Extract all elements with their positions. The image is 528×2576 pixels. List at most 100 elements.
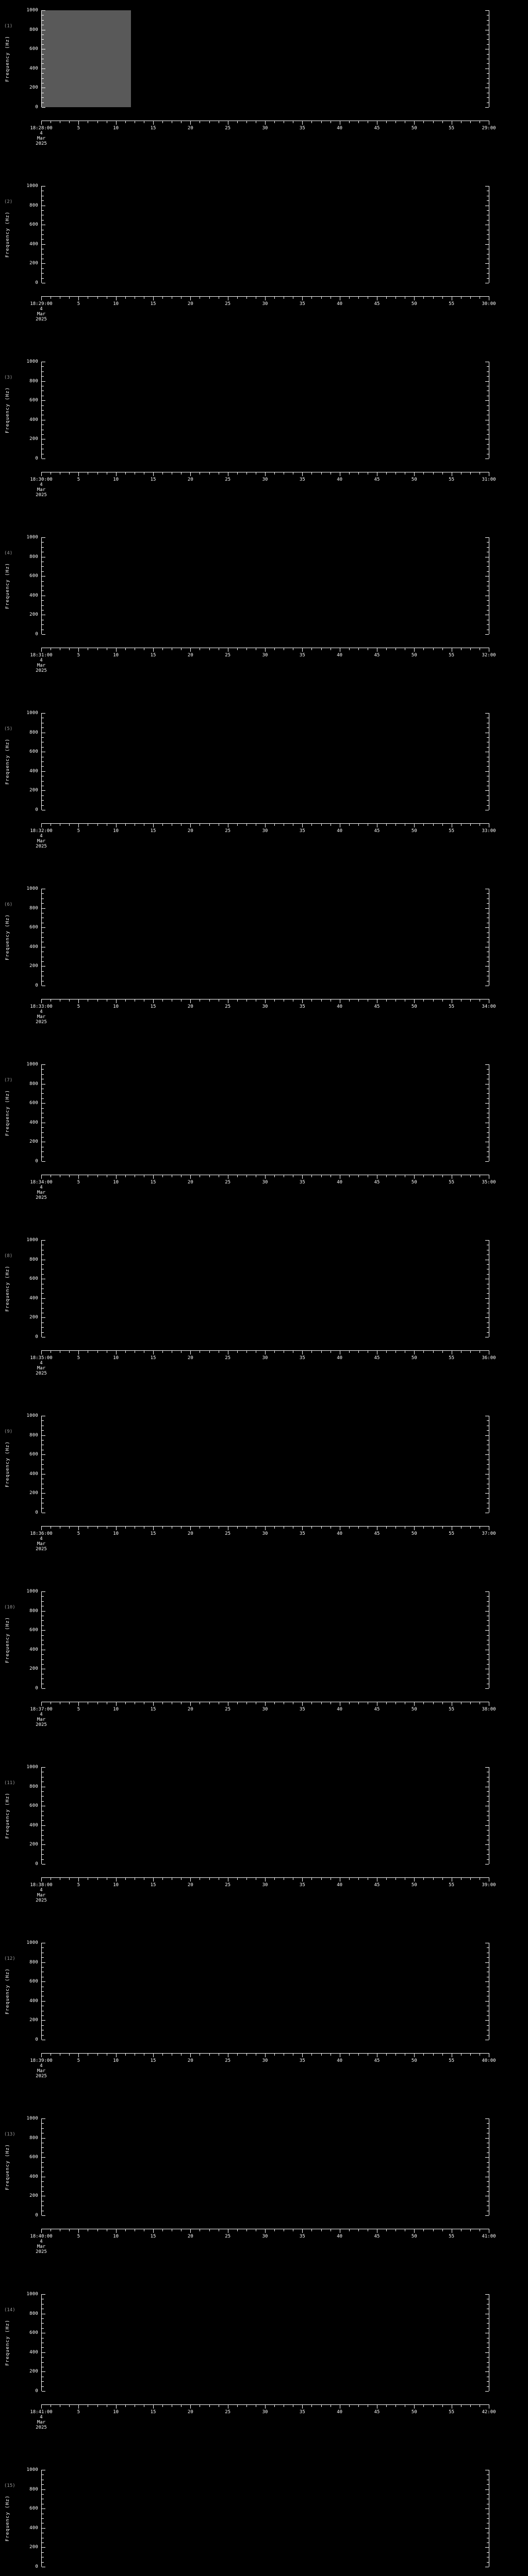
x-tick <box>274 1175 275 1177</box>
x-tick <box>69 648 70 650</box>
start-time-text: 18:29:00 <box>30 301 53 307</box>
panel-index-label: (13) <box>4 2132 15 2137</box>
x-tick <box>116 2405 117 2409</box>
plot-canvas <box>41 186 489 283</box>
x-tick <box>162 121 163 123</box>
x-tick <box>358 1878 359 1880</box>
x-tick <box>246 121 247 123</box>
y-tick-right <box>487 727 489 728</box>
x-tick-label: 50 <box>411 1883 417 1888</box>
y-tick-left <box>42 1830 44 1831</box>
y-tick-label: 200 <box>29 2369 38 2375</box>
x-tick <box>321 2229 322 2231</box>
y-tick-right <box>487 581 489 582</box>
x-tick <box>153 472 154 476</box>
y-tick-right <box>487 239 489 240</box>
y-tick-right <box>487 805 489 806</box>
x-axis-start-timestamp: 18:30:00 4 Mar 2025 <box>13 477 70 498</box>
x-tick <box>311 1351 312 1353</box>
y-tick-left <box>42 937 44 938</box>
x-tick-label: 40 <box>337 2410 343 2415</box>
y-tick-right <box>487 2362 489 2363</box>
x-tick <box>41 999 42 1003</box>
y-tick-label: 1000 <box>26 359 38 364</box>
x-tick <box>265 472 266 476</box>
x-tick <box>274 2054 275 2056</box>
x-tick <box>209 297 210 299</box>
y-tick-right <box>487 97 489 98</box>
x-tick <box>237 824 238 826</box>
y-tick-right <box>487 2181 489 2182</box>
x-axis-start-timestamp: 18:40:00 4 Mar 2025 <box>13 2234 70 2255</box>
y-tick-left <box>42 371 44 372</box>
x-tick <box>433 824 434 826</box>
x-tick <box>395 2054 396 2056</box>
y-tick-left <box>42 1127 44 1128</box>
x-tick <box>153 1878 154 1882</box>
date-day-text: 4 <box>40 307 43 312</box>
y-tick-label: 400 <box>29 2349 38 2355</box>
x-tick-label: 30 <box>262 301 268 307</box>
x-tick <box>162 2054 163 2056</box>
x-tick <box>181 824 182 826</box>
x-tick-label: 35 <box>299 477 305 482</box>
y-tick-label: 400 <box>29 2525 38 2531</box>
y-tick-right <box>487 1069 489 1070</box>
plot-canvas <box>41 537 489 634</box>
x-tick <box>311 999 312 1002</box>
date-year-text: 2025 <box>36 1020 47 1025</box>
x-tick <box>181 1175 182 1177</box>
y-tick-left <box>42 1991 44 1992</box>
x-tick <box>349 121 350 123</box>
y-tick-label: 200 <box>29 1842 38 1848</box>
y-tick-left <box>42 268 44 269</box>
x-tick-label: 40 <box>337 828 343 834</box>
x-tick <box>153 1702 154 1706</box>
x-tick-label: 15 <box>150 477 156 482</box>
x-tick <box>116 121 117 125</box>
y-tick-right <box>487 1507 489 1509</box>
date-day-text: 4 <box>40 2063 43 2069</box>
panel-index-label: (9) <box>4 1429 13 1434</box>
y-tick-right <box>485 263 489 264</box>
x-tick <box>116 824 117 827</box>
y-tick-left <box>42 1493 45 1494</box>
x-tick <box>41 1175 42 1179</box>
y-tick-left <box>42 542 44 543</box>
y-tick-right <box>487 405 489 406</box>
x-axis-end-timestamp: 30:00 <box>482 301 496 307</box>
y-axis-left-spine <box>41 889 42 986</box>
y-tick-left <box>42 1454 45 1455</box>
y-tick-left <box>42 1507 44 1509</box>
y-tick-left <box>42 747 44 748</box>
y-tick-right <box>485 1962 489 1963</box>
x-tick <box>190 2054 191 2057</box>
x-tick <box>153 297 154 300</box>
spectrogram-panel: Frequency (Hz) (2) 0 200 400 600 800 1000 18:29:… <box>0 180 528 355</box>
x-tick <box>265 297 266 300</box>
y-tick-right <box>485 2489 489 2490</box>
y-tick-right <box>487 2147 489 2148</box>
x-tick <box>116 1702 117 1706</box>
x-tick <box>246 297 247 299</box>
x-tick-label: 5 <box>77 126 80 131</box>
y-tick-label: 200 <box>29 436 38 442</box>
x-tick <box>302 824 303 827</box>
y-tick-left <box>42 200 44 201</box>
x-tick <box>470 648 471 650</box>
y-tick-label: 0 <box>35 2388 38 2394</box>
y-tick-right <box>485 1864 489 1865</box>
x-tick <box>265 824 266 827</box>
y-tick-right <box>485 966 489 967</box>
y-tick-label: 800 <box>29 2311 38 2316</box>
y-tick-right <box>485 186 489 187</box>
date-year-text: 2025 <box>36 1547 47 1552</box>
y-tick-left <box>42 63 44 64</box>
x-tick <box>209 121 210 123</box>
date-year-text: 2025 <box>36 844 47 849</box>
x-tick <box>162 999 163 1002</box>
y-tick-right <box>487 766 489 767</box>
x-tick <box>321 648 322 650</box>
y-tick-right <box>487 1596 489 1597</box>
y-tick-left <box>42 2147 44 2148</box>
